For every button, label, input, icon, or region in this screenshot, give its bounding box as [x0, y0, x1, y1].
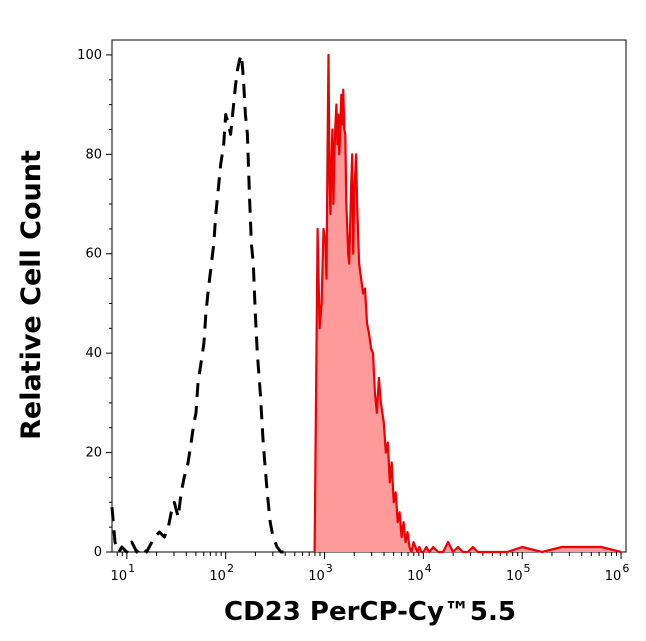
x-tick-exponent: 6	[622, 562, 629, 575]
series-layer: isotype controlCD23 PerCP-Cy5.5	[110, 53, 622, 554]
y-axis-title: Relative Cell Count	[16, 150, 47, 440]
series-area	[314, 54, 622, 553]
x-axis: 101 102 103 104 105 106	[111, 552, 630, 584]
x-tick-label: 106	[605, 562, 630, 584]
x-axis-title: CD23 PerCP-Cy™5.5	[224, 597, 516, 627]
x-tick-label: 101	[111, 562, 136, 584]
series-line: isotype control	[110, 53, 285, 554]
y-tick-label: 0	[94, 545, 102, 560]
x-tick-exponent: 4	[425, 562, 432, 575]
x-tick-label: 102	[209, 562, 234, 584]
x-tick-label: 105	[506, 562, 531, 584]
y-axis: 0 20 40 60 80 100	[77, 48, 112, 560]
x-tick-label: 104	[407, 562, 432, 584]
y-tick-label: 80	[85, 147, 102, 162]
x-tick-exponent: 5	[523, 562, 530, 575]
x-tick-exponent: 3	[326, 562, 333, 575]
x-tick-exponent: 2	[227, 562, 234, 575]
series-line: CD23 PerCP-Cy5.5	[313, 53, 622, 554]
x-tick-exponent: 1	[128, 562, 135, 575]
y-tick-label: 40	[85, 346, 102, 361]
x-tick-label: 103	[308, 562, 333, 584]
y-tick-label: 60	[85, 247, 102, 262]
y-tick-label: 20	[85, 446, 102, 461]
y-tick-label: 100	[77, 48, 102, 63]
